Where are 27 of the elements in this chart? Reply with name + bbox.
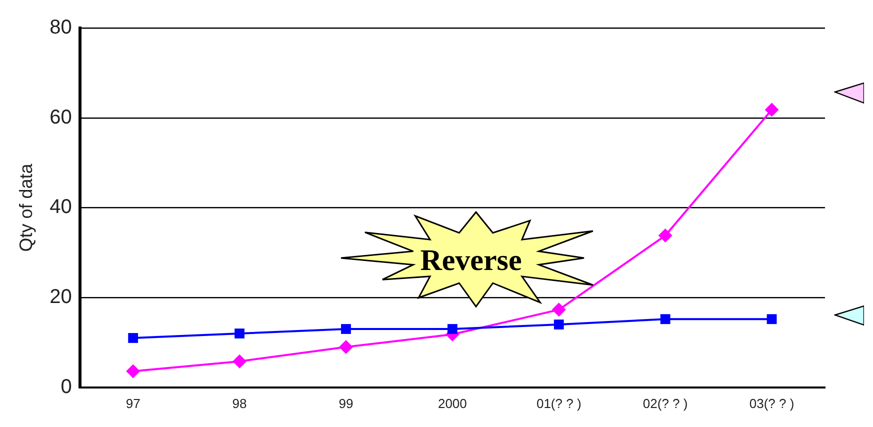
x-tick-label: 99 (338, 396, 354, 411)
point (552, 302, 566, 317)
point (660, 314, 670, 324)
point (128, 333, 138, 343)
y-axis-title: Qty of data (16, 162, 36, 252)
y-tick-label: 40 (50, 196, 72, 218)
y-tick-label: 20 (50, 286, 72, 308)
point (658, 228, 672, 243)
y-tick-label: 80 (50, 16, 72, 39)
point (126, 364, 140, 378)
x-tick-label: 03(? ? ) (749, 396, 794, 411)
point (341, 324, 351, 334)
y-tick-label: 60 (50, 106, 72, 128)
point (447, 324, 458, 334)
y-tick-label: 0 (60, 376, 72, 398)
x-tick-label: 01(? ? ) (536, 396, 582, 411)
point (764, 102, 779, 117)
x-tick-label: 2000 (438, 396, 467, 411)
x-tick-label: 02(? ? ) (642, 396, 688, 411)
point (234, 328, 244, 338)
x-tick-label: 98 (232, 396, 247, 411)
annotation: Reverse (419, 244, 523, 278)
point (338, 340, 353, 354)
x-tick-label: 97 (126, 396, 140, 411)
point (232, 354, 247, 368)
point (766, 314, 777, 324)
point (554, 320, 564, 330)
